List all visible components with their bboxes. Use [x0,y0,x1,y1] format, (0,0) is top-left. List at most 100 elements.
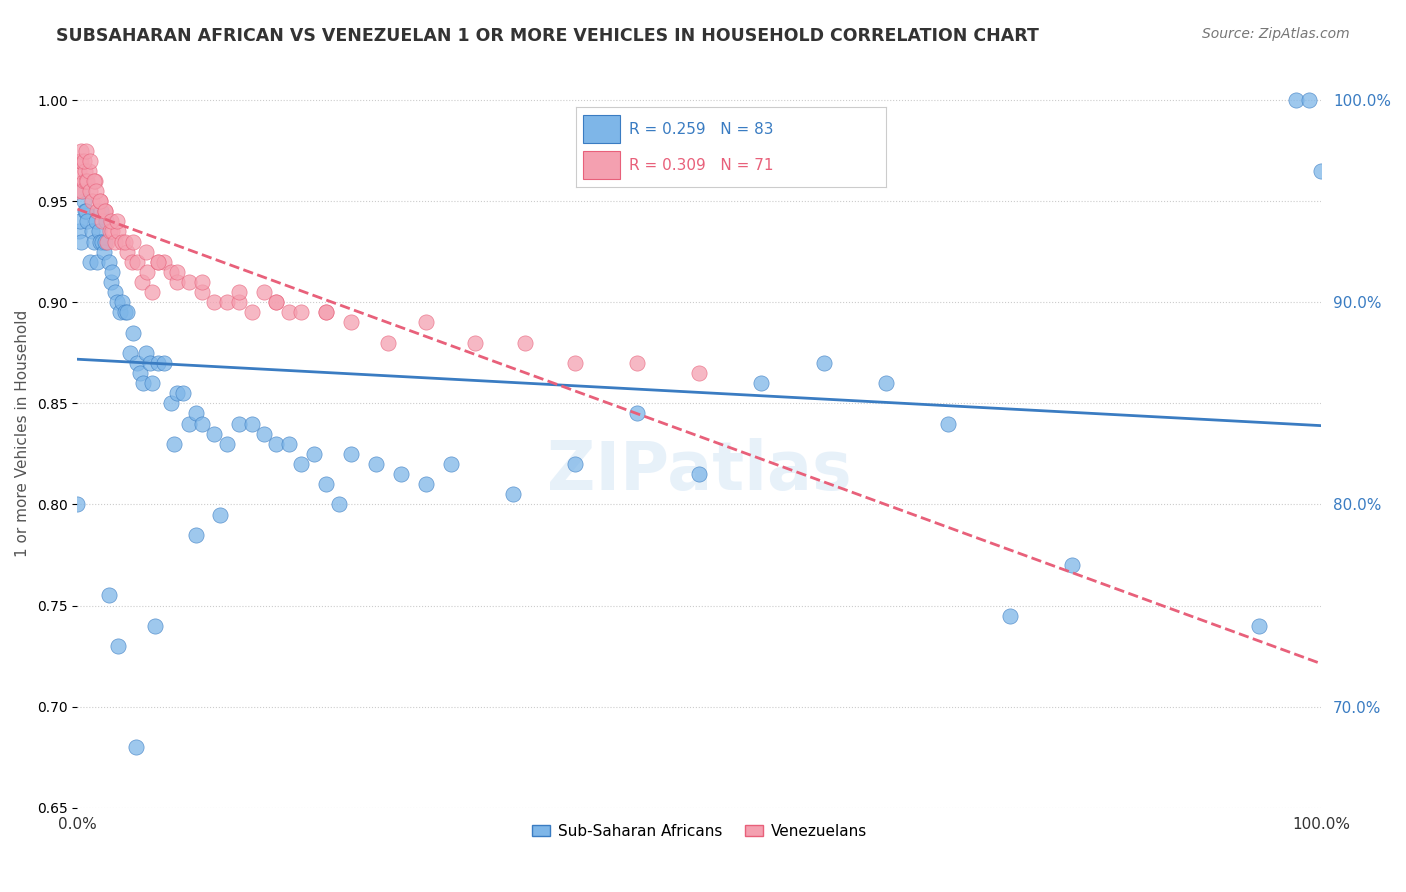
Point [1062,558,1084,573]
Point [502,487,524,501]
Point [76,214,98,228]
Point [76,174,98,188]
Point [100,214,122,228]
Point [94,204,117,219]
Point [100,275,122,289]
Point [91,235,114,249]
Point [115,305,138,319]
Point [101,224,124,238]
Point [166,275,188,289]
Point [179,275,201,289]
Point [138,356,160,370]
Legend: Sub-Saharan Africans, Venezuelans: Sub-Saharan Africans, Venezuelans [526,818,873,845]
Point [79,184,101,198]
Point [94,204,117,219]
Point [141,285,163,300]
Point [87,224,110,238]
Text: ZIPatlas: ZIPatlas [547,438,852,504]
Point [266,295,288,310]
Point [813,356,835,370]
Point [118,346,141,360]
Point [69,153,91,168]
Point [240,417,263,431]
Point [105,214,128,228]
Point [94,214,117,228]
Point [77,163,100,178]
Point [290,457,312,471]
Point [153,255,176,269]
Point [415,477,437,491]
Point [148,356,170,370]
Point [202,295,225,310]
Point [166,386,188,401]
Point [66,184,89,198]
Point [72,194,94,208]
Point [143,619,166,633]
Point [626,356,648,370]
Point [83,174,105,188]
Point [515,335,537,350]
Point [266,295,288,310]
Point [82,194,104,208]
Point [439,457,461,471]
Point [340,316,363,330]
Point [128,366,150,380]
Point [101,265,124,279]
Point [70,235,93,249]
Point [377,335,399,350]
Point [105,295,128,310]
Point [127,255,149,269]
Point [86,204,108,219]
Point [114,235,136,249]
Point [73,204,96,219]
Point [122,235,145,249]
Point [89,194,111,208]
Point [1298,93,1320,107]
Point [111,295,134,310]
Point [159,265,181,279]
Point [228,417,250,431]
Point [148,255,170,269]
Point [131,275,153,289]
Point [163,437,186,451]
Point [70,144,93,158]
Point [277,305,299,319]
Point [75,204,97,219]
Point [315,477,337,491]
Point [93,244,115,259]
Point [266,437,288,451]
Point [688,366,710,380]
Point [82,224,104,238]
Point [98,224,121,238]
Point [90,204,112,219]
Point [72,184,94,198]
Point [184,528,207,542]
Point [1285,93,1308,107]
Point [97,589,120,603]
Point [104,235,127,249]
Point [83,174,105,188]
Point [135,346,157,360]
Point [66,498,89,512]
Point [315,305,337,319]
Point [688,467,710,482]
Point [70,153,93,168]
Text: R = 0.259   N = 83: R = 0.259 N = 83 [628,122,773,137]
Point [136,265,159,279]
Bar [582,151,620,179]
Point [253,426,276,441]
Point [564,457,586,471]
Point [107,224,129,238]
Point [389,467,412,482]
Point [936,417,959,431]
Point [228,285,250,300]
Point [127,356,149,370]
Point [166,265,188,279]
Point [115,244,138,259]
Text: R = 0.309   N = 71: R = 0.309 N = 71 [628,158,773,173]
Point [148,255,170,269]
Point [153,356,176,370]
Point [564,356,586,370]
Point [209,508,232,522]
Bar [582,115,620,143]
